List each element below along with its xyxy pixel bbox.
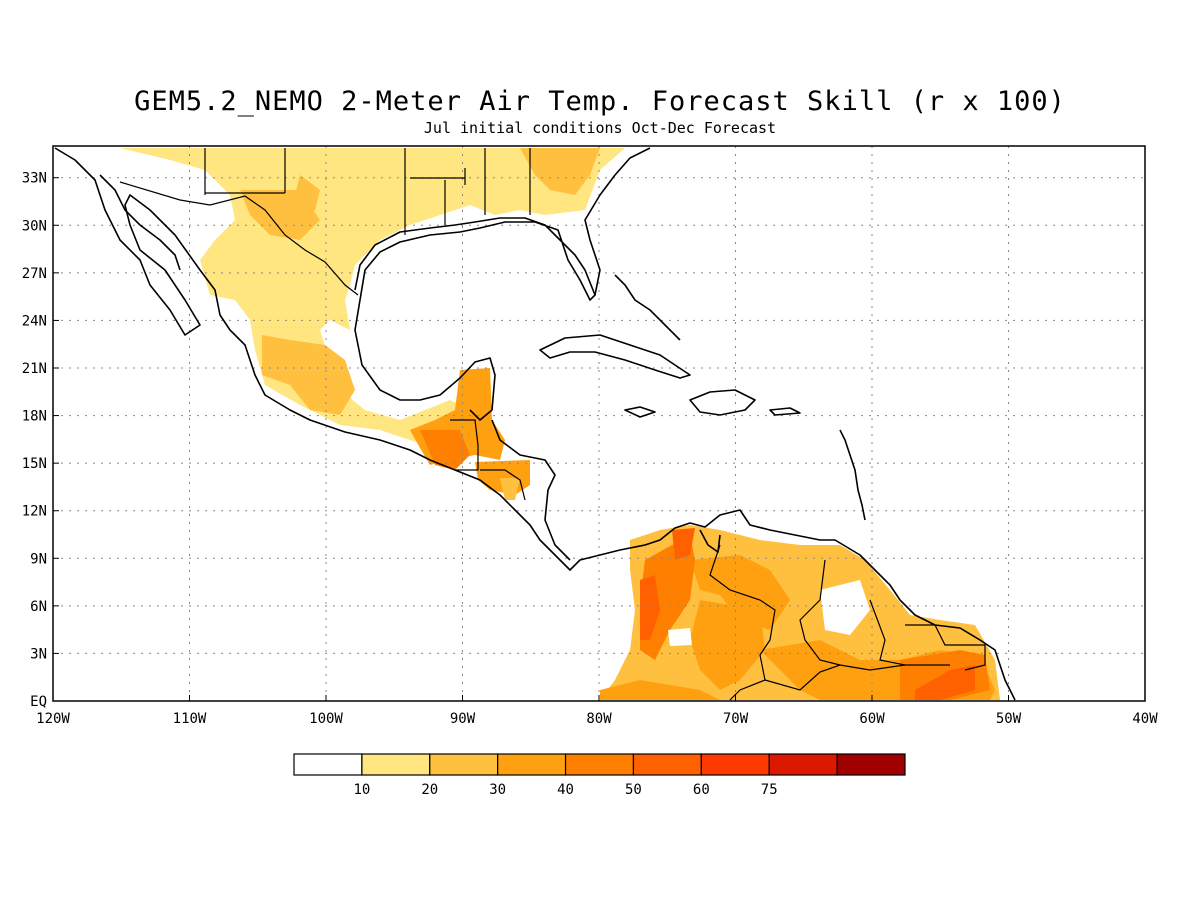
skill-region-north-mexico (120, 148, 625, 450)
legend-label: 30 (489, 782, 506, 798)
legend-swatch (768, 753, 838, 776)
legend-label: 10 (353, 782, 370, 798)
map-subtitle: Jul initial conditions Oct-Dec Forecast (423, 119, 777, 137)
border-colombia-venezuela (709, 544, 776, 701)
map-frame (52, 145, 1146, 702)
coastline-bahamas (614, 274, 681, 341)
border-venezuela-guyana (799, 559, 841, 666)
legend-swatch (497, 753, 567, 776)
graticule (52, 146, 1146, 702)
longitude-axis: 120W 110W 100W 90W 80W 70W 60W 50W 40W (36, 711, 1158, 727)
skill-region-venezuela (690, 555, 790, 630)
lon-tick-label: 70W (723, 711, 749, 727)
color-legend: 10 20 30 40 50 60 75 (293, 753, 906, 798)
lat-tick-label: 18N (22, 409, 47, 425)
border-brazil-north (764, 664, 950, 691)
skill-region-north-colombia (672, 528, 695, 560)
legend-swatch (700, 753, 770, 776)
border-us-states (204, 148, 531, 235)
border-guatemala-belize (450, 419, 479, 471)
border-us-mexico (119, 181, 359, 296)
coastline-layer (54, 147, 1016, 701)
skill-region-central-mexico (262, 335, 355, 415)
legend-swatch (564, 753, 635, 776)
lon-tick-label: 120W (36, 711, 70, 727)
lat-tick-label: EQ (30, 694, 47, 710)
coastline-lake-maracaibo (699, 529, 721, 553)
legend-swatch (429, 753, 499, 776)
skill-region-peru-north (600, 680, 720, 700)
lon-tick-label: 80W (586, 711, 612, 727)
coastline-hispaniola (689, 389, 756, 416)
lon-tick-label: 40W (1132, 711, 1158, 727)
legend-label: 75 (761, 782, 778, 798)
lat-tick-label: 24N (22, 313, 47, 329)
skill-region-colombia-east (690, 600, 765, 690)
skill-region-guatemala (420, 430, 470, 470)
legend-label: 20 (421, 782, 438, 798)
border-guyana-suriname (869, 599, 906, 666)
border-suriname-guiana (905, 624, 986, 671)
legend-swatch (632, 753, 702, 776)
skill-region-amapa (915, 665, 975, 700)
lat-tick-label: 21N (22, 361, 47, 377)
legend-label: 60 (693, 782, 710, 798)
lat-tick-label: 12N (22, 504, 47, 520)
lat-tick-label: 27N (22, 266, 47, 282)
skill-gap-colombia (668, 628, 692, 646)
lat-tick-label: 33N (22, 171, 47, 187)
lat-tick-label: 6N (30, 599, 47, 615)
skill-region-southeast-us (520, 148, 600, 195)
legend-swatch (293, 753, 363, 776)
political-borders-layer (119, 148, 986, 701)
border-central-america (480, 469, 526, 501)
skill-region-pacific-colombia (640, 575, 660, 640)
coastline-pacific-mexico (54, 147, 1016, 701)
lat-tick-label: 3N (30, 646, 47, 662)
lon-tick-label: 90W (450, 711, 476, 727)
lon-tick-label: 100W (309, 711, 343, 727)
coastline-cuba (539, 334, 691, 379)
skill-region-nicaragua (500, 478, 520, 500)
legend-label: 50 (625, 782, 642, 798)
legend-label: 40 (557, 782, 574, 798)
coastline-puerto-rico (769, 407, 801, 416)
legend-swatch (361, 753, 431, 776)
lon-tick-label: 110W (173, 711, 207, 727)
lon-tick-label: 50W (996, 711, 1022, 727)
map-title: GEM5.2_NEMO 2-Meter Air Temp. Forecast S… (134, 86, 1066, 117)
coastline-gulf-of-mexico (354, 217, 596, 421)
lat-tick-label: 15N (22, 456, 47, 472)
coastline-gulf-california (99, 174, 181, 271)
legend-swatch (836, 753, 906, 776)
skill-gap-guyana (820, 580, 870, 635)
skill-region-texas (295, 175, 320, 215)
latitude-axis: 33N 30N 27N 24N 21N 18N 15N 12N 9N 6N 3N EQ (22, 171, 47, 710)
coastline-florida (584, 147, 651, 296)
coastline-jamaica (624, 406, 656, 418)
lat-tick-label: 9N (30, 551, 47, 567)
coastline-lesser-antilles (839, 429, 866, 521)
skill-fill-layer (120, 148, 1000, 700)
lon-tick-label: 60W (859, 711, 885, 727)
skill-region-honduras (475, 460, 530, 495)
lat-tick-label: 30N (22, 218, 47, 234)
coastline-central-america-caribbean (491, 419, 571, 561)
